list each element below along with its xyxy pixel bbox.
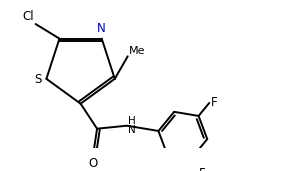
Text: F: F — [199, 167, 206, 171]
Text: N: N — [97, 22, 106, 35]
Text: F: F — [211, 96, 217, 109]
Text: O: O — [89, 157, 98, 170]
Text: Me: Me — [129, 45, 146, 56]
Text: H
N: H N — [128, 116, 136, 135]
Text: Cl: Cl — [22, 10, 34, 23]
Text: S: S — [34, 73, 42, 86]
